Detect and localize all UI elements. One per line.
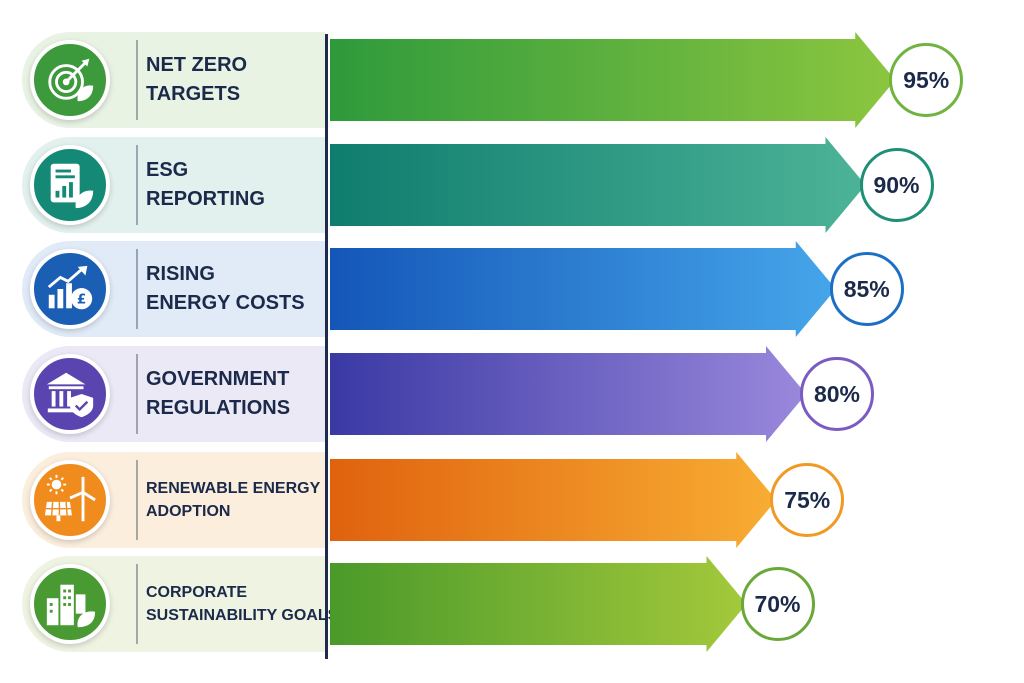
value-badge: 70% <box>740 567 815 641</box>
category-label: ESG REPORTING <box>146 137 326 233</box>
category-row: RENEWABLE ENERGY ADOPTION <box>22 452 1022 548</box>
category-row: NET ZERO TARGETS <box>22 32 1022 128</box>
category-label-panel: £ RISING ENERGY COSTS <box>22 241 325 337</box>
label-divider <box>136 40 138 120</box>
category-label-panel: NET ZERO TARGETS <box>22 32 325 128</box>
category-row: £ RISING ENERGY COSTS <box>22 241 1022 337</box>
category-label-line: SUSTAINABILITY GOALS <box>146 607 339 624</box>
label-divider <box>136 564 138 644</box>
bar <box>330 137 866 233</box>
category-row: GOVERNMENT REGULATIONS <box>22 346 1022 442</box>
label-divider <box>136 354 138 434</box>
category-label-line: NET ZERO <box>146 54 248 76</box>
bar <box>330 452 777 548</box>
category-label-panel: GOVERNMENT REGULATIONS <box>22 346 325 442</box>
category-label: RENEWABLE ENERGY ADOPTION <box>146 452 326 548</box>
value-badge: 80% <box>800 357 874 431</box>
target-leaf-icon <box>30 40 110 120</box>
category-label-panel: RENEWABLE ENERGY ADOPTION <box>22 452 325 548</box>
bar <box>330 32 896 128</box>
category-label-line: RENEWABLE ENERGY <box>146 479 321 497</box>
label-divider <box>136 249 138 329</box>
category-label-line: REPORTING <box>146 188 265 210</box>
bar-arrow <box>330 137 866 233</box>
category-row: CORPORATE SUSTAINABILITY GOALS <box>22 556 1022 652</box>
bar-arrow <box>330 346 806 442</box>
bar-arrow <box>330 452 777 548</box>
category-label: RISING ENERGY COSTS <box>146 241 326 337</box>
category-label-line: ADOPTION <box>146 503 231 520</box>
city-buildings-leaf-icon <box>30 564 110 644</box>
bar-arrow <box>330 32 896 128</box>
category-label: GOVERNMENT REGULATIONS <box>146 346 326 442</box>
bar-arrow <box>330 556 747 652</box>
report-chart-leaf-icon <box>30 145 110 225</box>
category-label-line: ENERGY COSTS <box>146 292 305 314</box>
category-row: ESG REPORTING <box>22 137 1022 233</box>
category-label-line: CORPORATE <box>146 583 248 601</box>
category-label-line: GOVERNMENT <box>146 368 290 390</box>
category-label-line: REGULATIONS <box>146 397 291 419</box>
value-badge: 95% <box>889 43 964 117</box>
category-label-panel: CORPORATE SUSTAINABILITY GOALS <box>22 556 339 652</box>
category-label-panel: ESG REPORTING <box>22 137 325 233</box>
rising-chart-pound-icon: £ <box>30 249 110 329</box>
bar <box>330 241 836 337</box>
category-label-line: TARGETS <box>146 83 241 105</box>
value-badge: 85% <box>829 252 904 326</box>
category-label: CORPORATE SUSTAINABILITY GOALS <box>146 556 339 652</box>
value-badge: 75% <box>770 463 845 537</box>
category-label-line: ESG <box>146 159 189 181</box>
axis-divider-line <box>325 34 328 659</box>
value-badge: 90% <box>859 148 934 222</box>
category-label-line: RISING <box>146 263 215 285</box>
bar-arrow <box>330 241 836 337</box>
svg-text:£: £ <box>77 291 86 307</box>
label-divider <box>136 145 138 225</box>
government-building-shield-icon <box>30 354 110 434</box>
solar-wind-icon <box>30 460 110 540</box>
category-label: NET ZERO TARGETS <box>146 32 326 128</box>
bar <box>330 556 747 652</box>
label-divider <box>136 460 138 540</box>
bar <box>330 346 806 442</box>
